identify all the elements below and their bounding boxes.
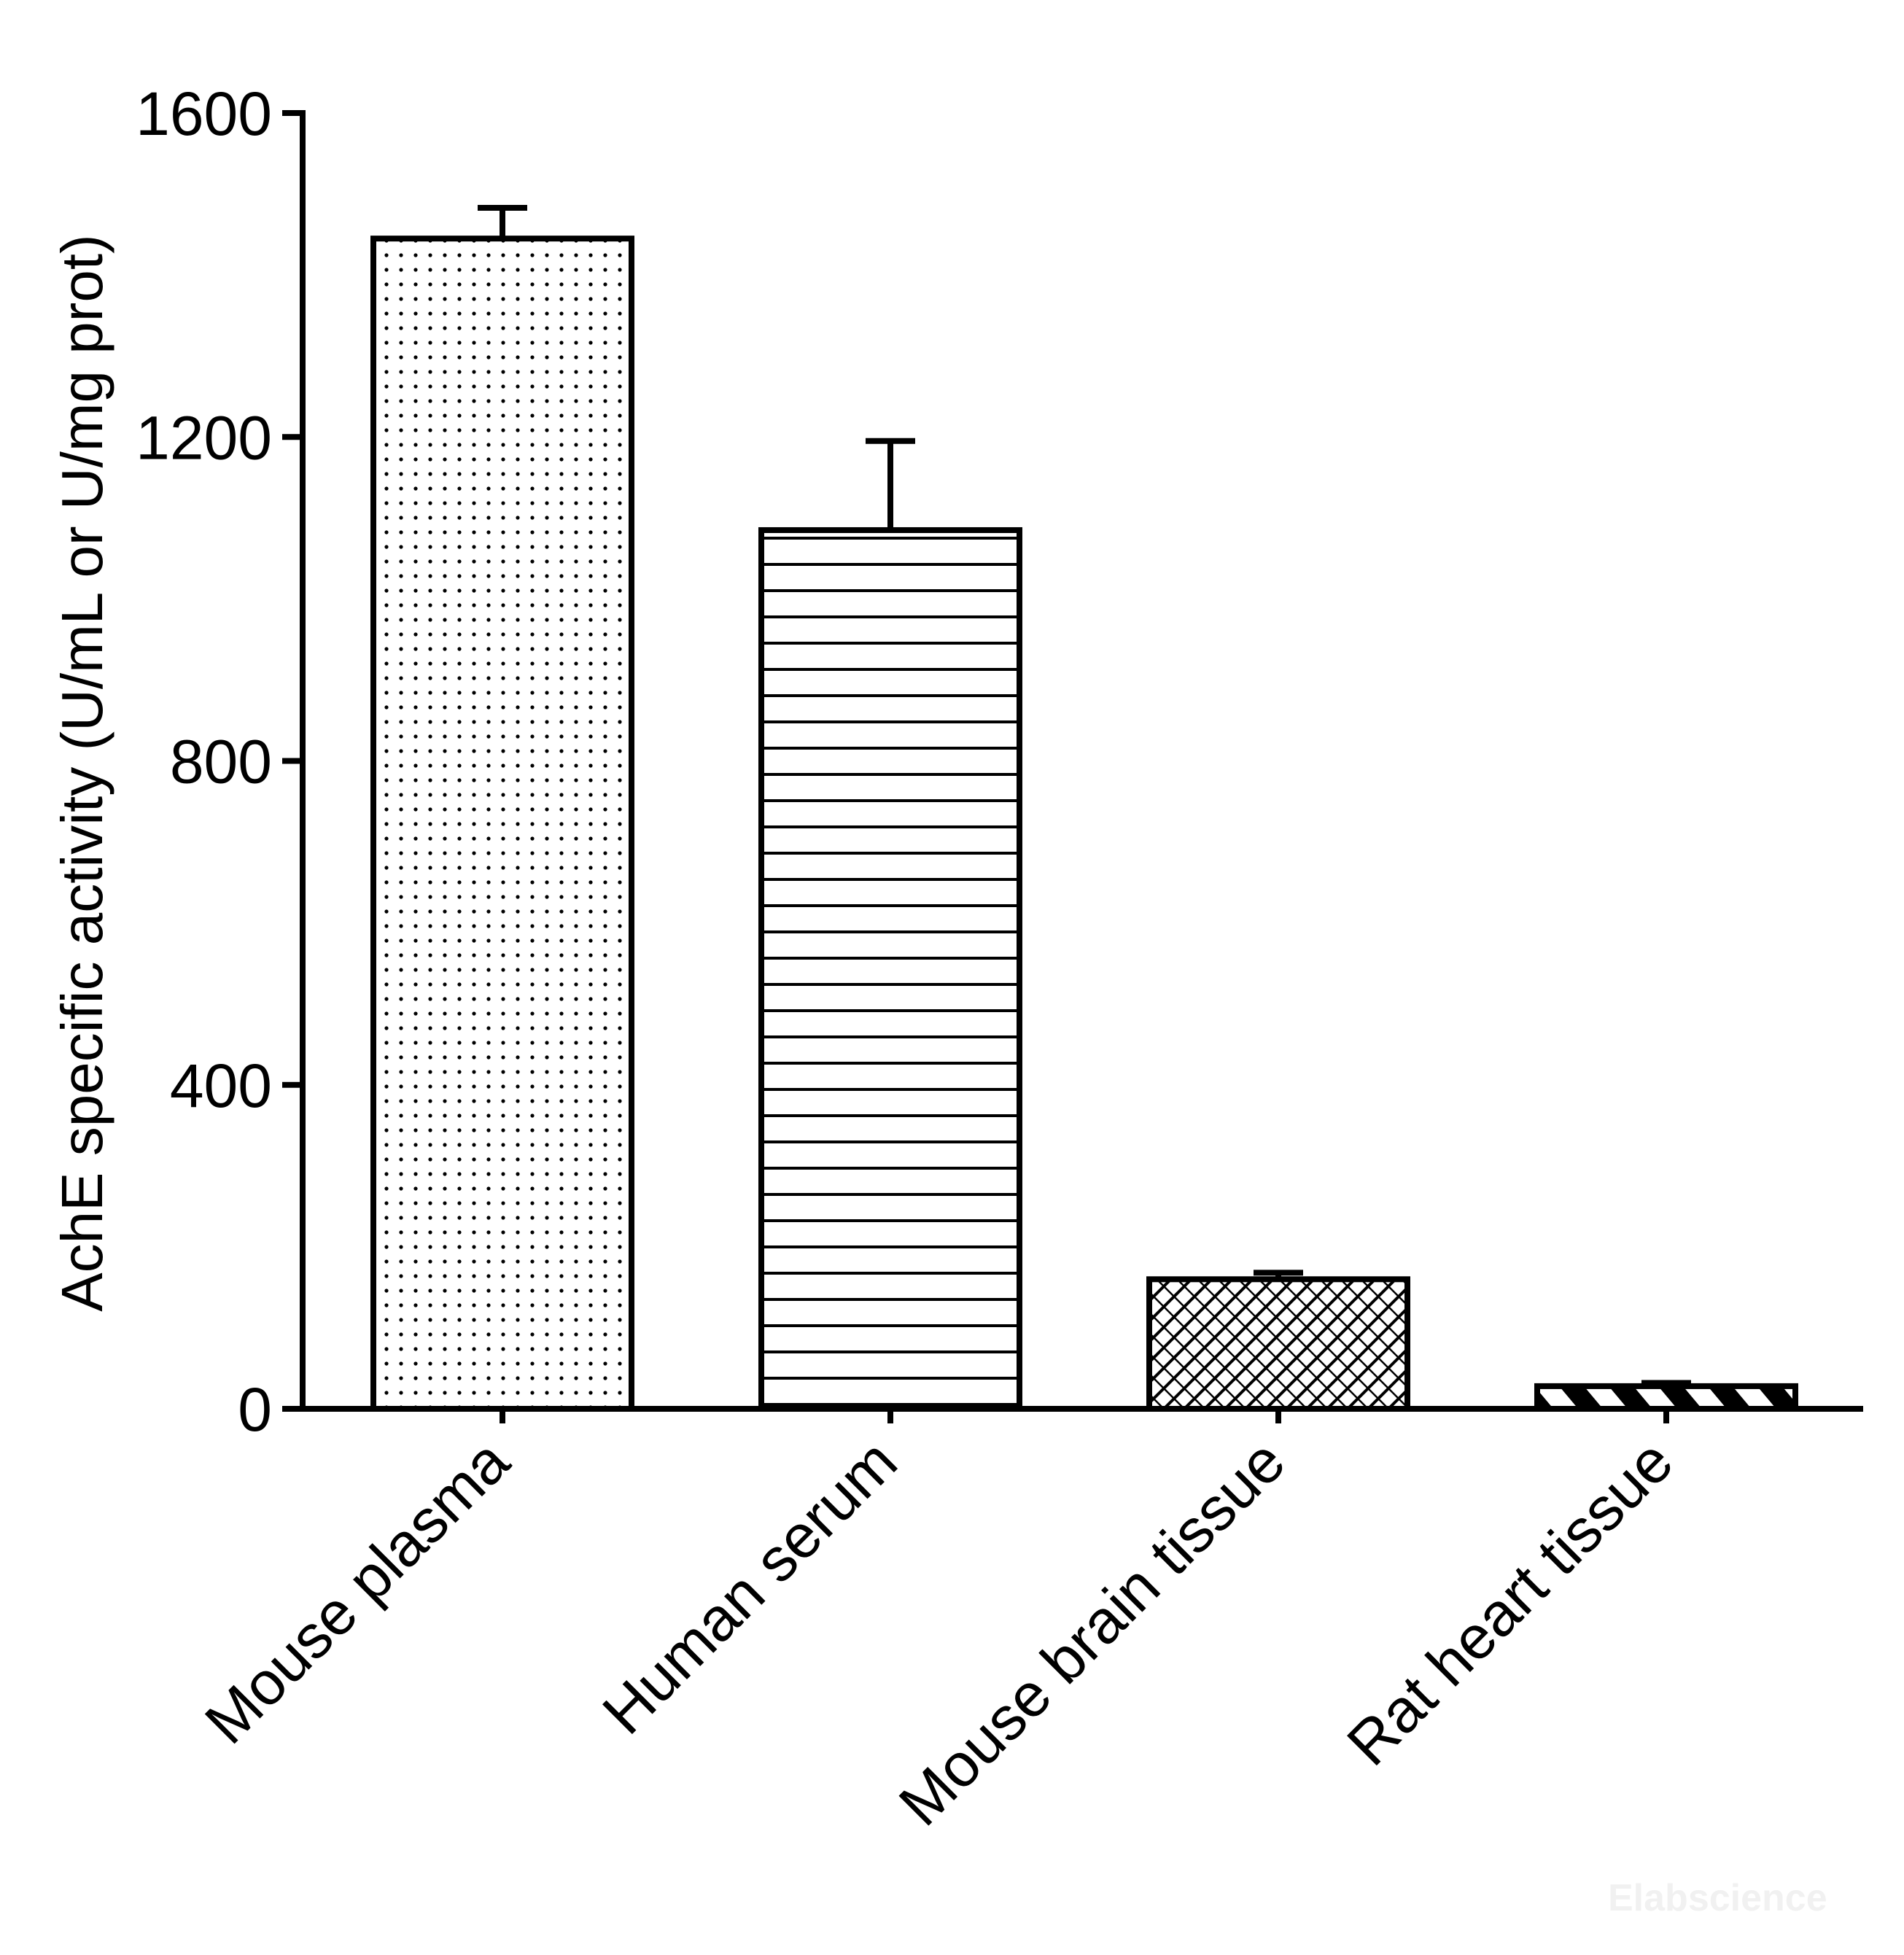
- y-tick-label: 1200: [136, 403, 272, 472]
- x-tick-label: Mouse brain tissue: [886, 1426, 1298, 1838]
- y-tick-label: 0: [238, 1375, 272, 1444]
- y-tick-label: 800: [170, 728, 272, 796]
- y-tick-label: 400: [170, 1052, 272, 1120]
- bar-mouse-plasma: [370, 236, 634, 1412]
- bars-layer: [370, 236, 1798, 1412]
- bar-mouse-brain-tissue: [1146, 1276, 1410, 1412]
- x-tick-label: Human serum: [589, 1426, 909, 1746]
- y-ticks: 0 400 800 1200 1600: [136, 79, 303, 1444]
- watermark-logo: Elabscience: [1608, 1877, 1827, 1919]
- y-tick-label: 1600: [136, 79, 272, 148]
- bar-rat-heart-tissue: [1534, 1383, 1798, 1412]
- y-axis-title: AchE specific activity (U/mL or U/mg pro…: [50, 234, 114, 1311]
- bar-human-serum: [758, 526, 1022, 1412]
- error-bars-layer: [478, 204, 1691, 1386]
- x-tick-label: Rat heart tissue: [1334, 1426, 1685, 1778]
- x-tick-label: Mouse plasma: [192, 1426, 522, 1757]
